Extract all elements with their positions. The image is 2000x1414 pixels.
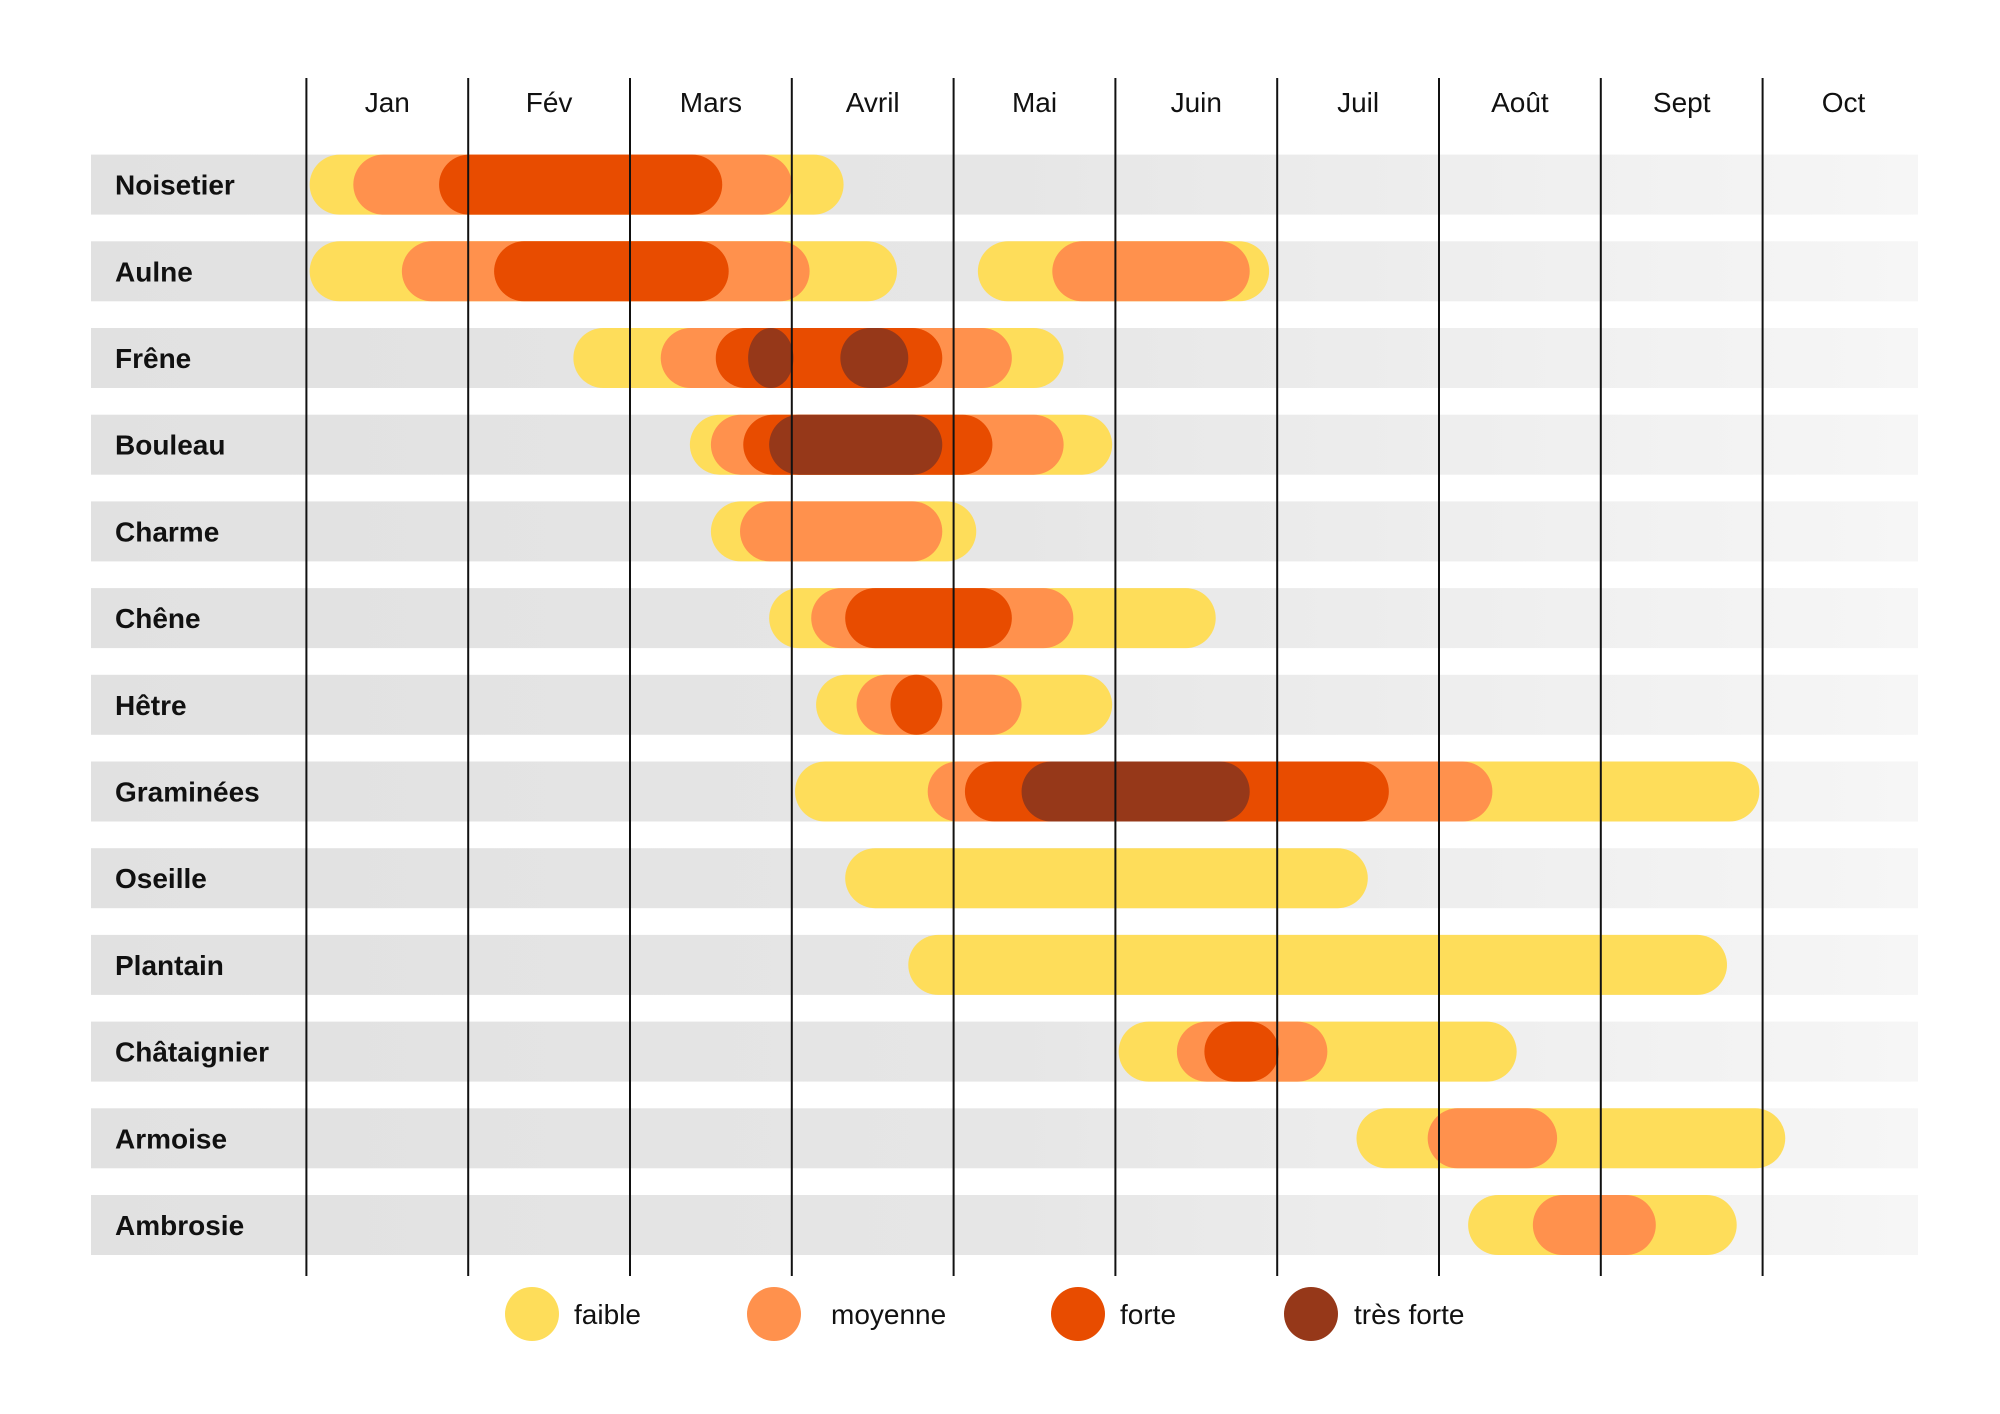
legend-swatch-moyenne [747, 1287, 801, 1341]
legend-label-moyenne: moyenne [831, 1299, 946, 1330]
bar-tres_forte [840, 328, 909, 388]
month-label: Juil [1337, 87, 1379, 118]
bar-forte [1204, 1021, 1279, 1082]
row-background [91, 501, 1918, 562]
bar-moyenne [740, 501, 943, 562]
bar-faible [1356, 1108, 1786, 1169]
row-background [91, 1021, 1918, 1082]
legend-label-tres_forte: très forte [1354, 1299, 1464, 1330]
bar-faible [908, 934, 1728, 995]
row-label: Châtaignier [115, 1037, 269, 1068]
row-label: Aulne [115, 256, 193, 287]
bar-forte [845, 588, 1012, 649]
row-label: Chêne [115, 603, 201, 634]
month-label: Juin [1171, 87, 1222, 118]
bar-moyenne [1532, 1195, 1656, 1255]
legend-swatch-forte [1051, 1287, 1105, 1341]
legend-label-forte: forte [1120, 1299, 1176, 1330]
row-label: Armoise [115, 1123, 227, 1154]
row-label: Frêne [115, 343, 191, 374]
bar-tres_forte [769, 414, 943, 475]
month-label: Fév [526, 87, 573, 118]
month-label: Mai [1012, 87, 1057, 118]
row-label: Noisetier [115, 170, 235, 201]
month-label: Avril [846, 87, 900, 118]
row-label: Graminées [115, 777, 260, 808]
legend-swatch-tres_forte [1284, 1287, 1338, 1341]
row-label: Hêtre [115, 690, 187, 721]
row-label: Bouleau [115, 430, 225, 461]
month-label: Jan [365, 87, 410, 118]
legend-swatch-faible [505, 1287, 559, 1341]
bar-tres_forte [1021, 761, 1250, 822]
row-label: Charme [115, 516, 219, 547]
bar-tres_forte [748, 328, 794, 388]
month-label: Sept [1653, 87, 1711, 118]
month-label: Août [1491, 87, 1549, 118]
legend-label-faible: faible [574, 1299, 641, 1330]
bar-forte [494, 241, 729, 302]
row-label: Oseille [115, 863, 207, 894]
month-label: Oct [1822, 87, 1866, 118]
bar-faible [845, 848, 1368, 909]
row-label: Plantain [115, 950, 224, 981]
bar-forte [439, 154, 723, 215]
row-label: Ambrosie [115, 1210, 244, 1241]
month-label: Mars [680, 87, 742, 118]
bar-moyenne [1427, 1108, 1558, 1169]
bar-forte [890, 674, 943, 735]
bar-moyenne [1052, 241, 1250, 302]
